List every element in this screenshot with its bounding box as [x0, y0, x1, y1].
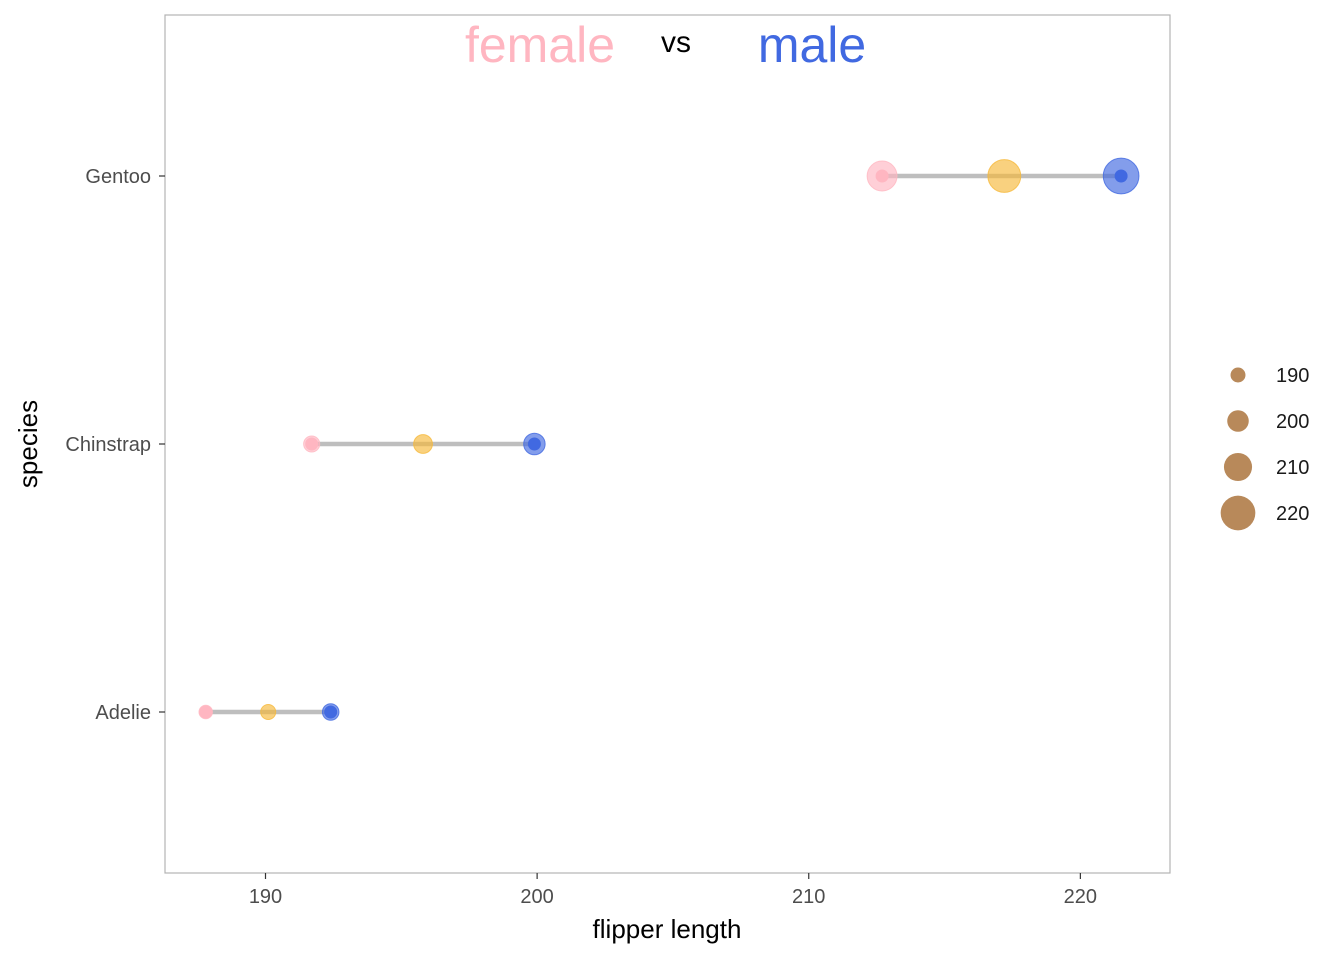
point-male-adelie: [324, 705, 338, 719]
point-female-chinstrap: [305, 437, 319, 451]
x-tick-label-200: 200: [520, 886, 553, 908]
legend-key-200: [1227, 410, 1249, 432]
point-male-gentoo: [1114, 169, 1128, 183]
y-tick-label-chinstrap: Chinstrap: [65, 434, 151, 456]
y-tick-label-gentoo: Gentoo: [85, 166, 151, 188]
bubble-mean-chinstrap: [413, 434, 433, 454]
points: [198, 157, 1140, 721]
legend-key-210: [1223, 452, 1253, 482]
title-female: female: [465, 17, 615, 73]
y-axis-title: species: [13, 400, 43, 488]
legend-label-190: 190: [1276, 365, 1309, 387]
y-axis: Adelie Chinstrap Gentoo: [65, 166, 165, 724]
x-axis: 190 200 210 220: [249, 873, 1097, 908]
y-tick-label-adelie: Adelie: [95, 702, 151, 724]
title-vs: vs: [661, 26, 691, 59]
bubble-mean-gentoo: [987, 159, 1022, 193]
x-tick-label-210: 210: [792, 886, 825, 908]
point-female-adelie: [199, 705, 213, 719]
chart-title: female vs male: [465, 17, 866, 73]
bubble-mean-adelie: [260, 703, 277, 721]
title-male: male: [758, 17, 866, 73]
point-female-gentoo: [875, 169, 889, 183]
x-tick-label-220: 220: [1064, 886, 1097, 908]
x-axis-title: flipper length: [593, 914, 742, 944]
legend-label-220: 220: [1276, 503, 1309, 525]
point-male-chinstrap: [527, 437, 541, 451]
legend-key-220: [1220, 495, 1256, 531]
legend-label-210: 210: [1276, 457, 1309, 479]
x-tick-label-190: 190: [249, 886, 282, 908]
size-legend: 190 200 210 220: [1220, 365, 1309, 531]
legend-key-190: [1230, 367, 1246, 383]
legend-label-200: 200: [1276, 411, 1309, 433]
